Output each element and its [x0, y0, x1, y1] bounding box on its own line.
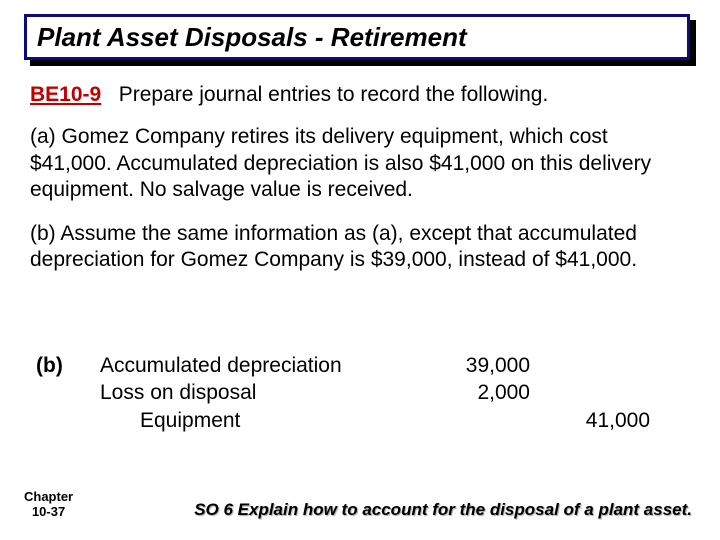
journal-part-label: (b) [36, 352, 100, 379]
journal-part-label-empty [36, 407, 100, 434]
journal-row: Loss on disposal 2,000 [36, 379, 686, 406]
exercise-line: BE10-9 Prepare journal entries to record… [30, 82, 690, 108]
footer: Chapter 10-37 SO 6 Explain how to accoun… [24, 490, 696, 520]
exercise-instruction-text: Prepare journal entries to record the fo… [119, 83, 549, 106]
journal-account: Equipment [100, 407, 430, 434]
journal-entry: (b) Accumulated depreciation 39,000 Loss… [36, 352, 686, 434]
paragraph-a: (a) Gomez Company retires its delivery e… [30, 124, 690, 203]
journal-debit: 2,000 [430, 379, 530, 406]
title-front: Plant Asset Disposals - Retirement [24, 14, 690, 60]
journal-debit: 39,000 [430, 352, 530, 379]
journal-credit: 41,000 [530, 407, 650, 434]
journal-account: Loss on disposal [100, 379, 430, 406]
journal-credit [530, 379, 650, 406]
chapter-line1: Chapter [24, 490, 73, 505]
study-objective: SO 6 Explain how to account for the disp… [194, 500, 696, 520]
journal-row: Equipment 41,000 [36, 407, 686, 434]
exercise-label: BE10-9 [30, 83, 101, 106]
paragraph-b: (b) Assume the same information as (a), … [30, 221, 690, 274]
body-area: BE10-9 Prepare journal entries to record… [30, 82, 690, 292]
journal-account: Accumulated depreciation [100, 352, 430, 379]
exercise-instruction [107, 83, 119, 106]
title-box: Plant Asset Disposals - Retirement [24, 14, 696, 66]
page-title: Plant Asset Disposals - Retirement [37, 22, 467, 53]
journal-debit [430, 407, 530, 434]
chapter-line2: 10-37 [24, 505, 73, 520]
journal-row: (b) Accumulated depreciation 39,000 [36, 352, 686, 379]
chapter-ref: Chapter 10-37 [24, 490, 73, 520]
journal-part-label-empty [36, 379, 100, 406]
journal-credit [530, 352, 650, 379]
